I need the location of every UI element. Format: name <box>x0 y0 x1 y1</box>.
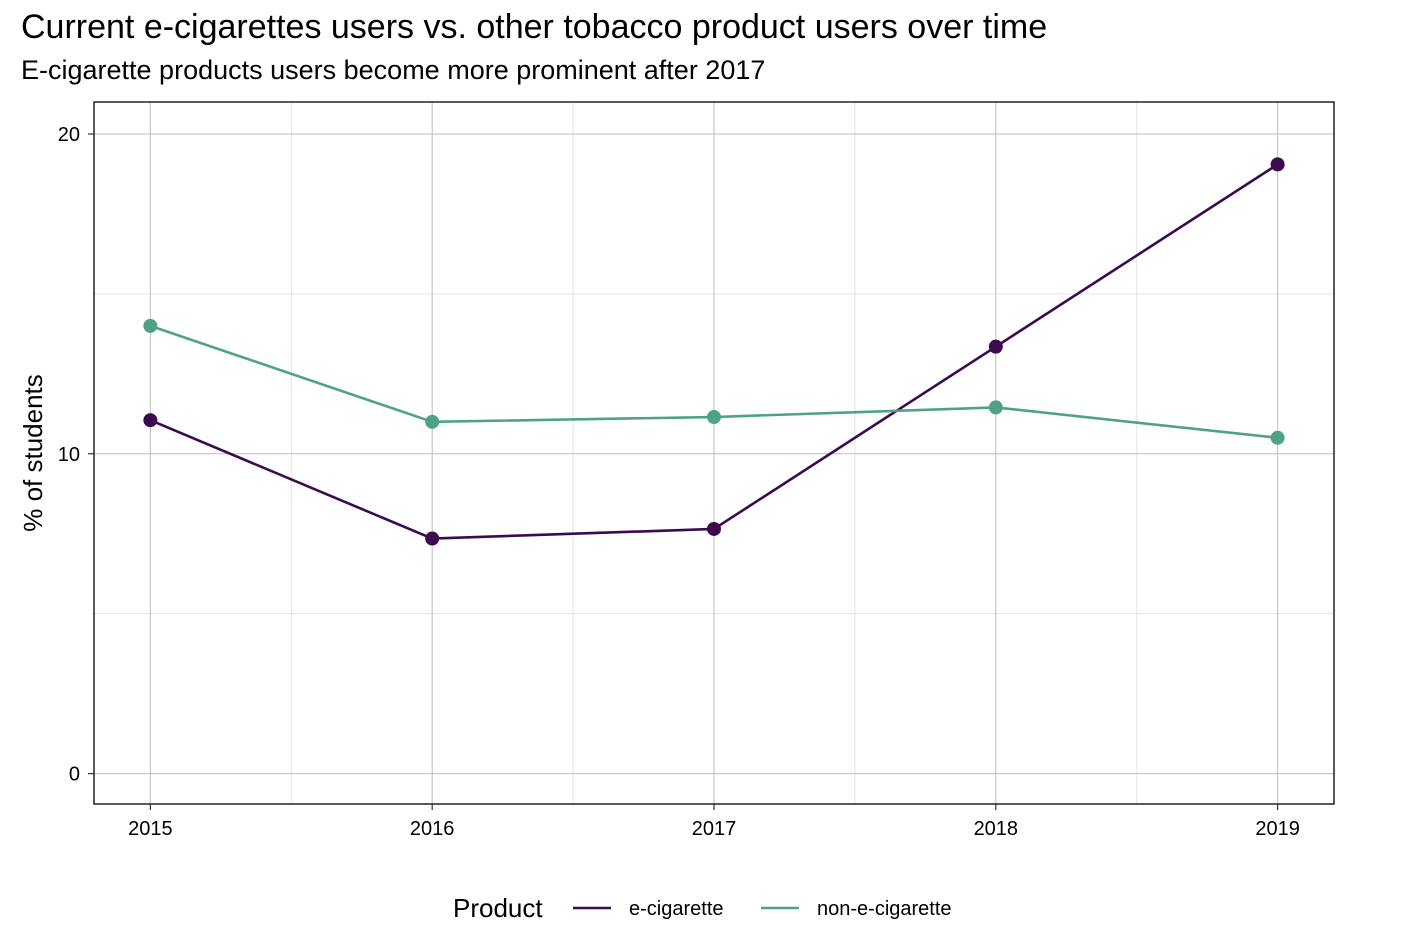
data-point-non-e-cigarette <box>988 400 1003 415</box>
y-tick-label: 10 <box>58 444 80 466</box>
data-point-e-cigarette <box>1270 157 1285 172</box>
legend-title: Product <box>453 893 543 923</box>
data-point-non-e-cigarette <box>1270 430 1285 445</box>
legend-label-non-e-cigarette: non-e-cigarette <box>817 898 952 920</box>
chart-subtitle: E-cigarette products users become more p… <box>21 55 766 85</box>
axes: 2015 2016 2017 2018 2019 0 10 20 <box>58 124 1300 840</box>
x-tick-label: 2017 <box>692 818 737 840</box>
chart-title: Current e-cigarettes users vs. other tob… <box>21 8 1048 46</box>
data-point-e-cigarette <box>988 339 1003 354</box>
data-point-non-e-cigarette <box>143 318 158 333</box>
x-tick-label: 2015 <box>128 818 173 840</box>
series-layer <box>143 157 1285 546</box>
data-point-non-e-cigarette <box>707 410 721 425</box>
data-point-e-cigarette <box>143 413 158 428</box>
y-axis-title: % of students <box>18 374 48 532</box>
grid-lines <box>94 102 1334 804</box>
data-point-e-cigarette <box>707 521 721 536</box>
x-tick-label: 2019 <box>1255 818 1300 840</box>
x-tick-label: 2018 <box>974 818 1019 840</box>
legend: Product e-cigarette non-e-cigarette <box>453 893 952 923</box>
y-tick-label: 0 <box>69 764 80 786</box>
data-point-e-cigarette <box>425 531 440 546</box>
x-tick-label: 2016 <box>410 818 455 840</box>
legend-label-e-cigarette: e-cigarette <box>629 898 724 920</box>
y-tick-label: 20 <box>58 124 80 146</box>
data-point-non-e-cigarette <box>425 414 440 429</box>
